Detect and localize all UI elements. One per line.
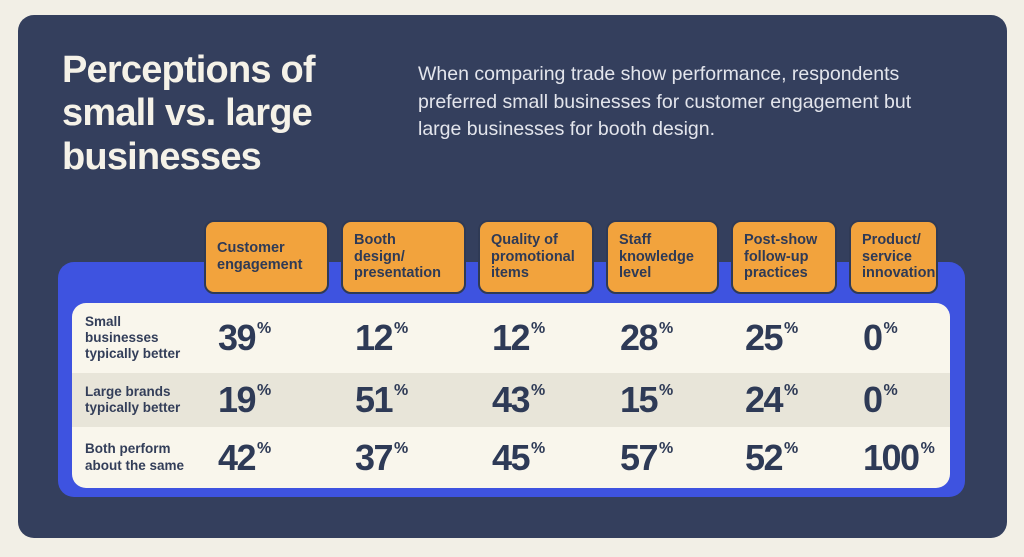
value-number: 28: [620, 317, 659, 358]
percent-sign: %: [531, 382, 546, 399]
table-cell: 42%: [204, 437, 341, 479]
percent-sign: %: [531, 439, 546, 457]
percent-sign: %: [257, 320, 272, 337]
table-cell: 15%: [606, 379, 731, 421]
infographic-card: Perceptions of small vs. large businesse…: [18, 15, 1007, 538]
percent-sign: %: [394, 382, 409, 399]
table-cell: 37%: [341, 437, 478, 479]
description-text: When comparing trade show performance, r…: [418, 63, 912, 141]
percent-sign: %: [659, 320, 674, 337]
value-number: 39: [218, 317, 257, 358]
value-number: 0: [863, 317, 883, 358]
column-header-post-show: Post-show follow-up practices: [731, 220, 837, 294]
column-header-promo-quality: Quality of promotional items: [478, 220, 594, 294]
percent-sign: %: [784, 439, 799, 457]
value-number: 42: [218, 436, 257, 478]
row-label: Large brands typically better: [85, 383, 181, 415]
percent-sign: %: [784, 320, 799, 337]
value-number: 12: [492, 317, 531, 358]
value-number: 24: [745, 379, 784, 420]
percent-sign: %: [659, 382, 674, 399]
percent-sign: %: [883, 320, 898, 337]
data-table: Small businesses typically better 39% 12…: [72, 303, 950, 488]
row-label: Both perform about the same: [85, 441, 185, 473]
header-spacer: [72, 220, 204, 294]
column-header-customer-engagement: Customer engagement: [204, 220, 329, 294]
table-row-small-businesses: Small businesses typically better 39% 12…: [72, 303, 950, 373]
table-cell: 0%: [849, 379, 950, 421]
value-number: 0: [863, 379, 883, 420]
column-headers-row: Customer engagement Booth design/ presen…: [72, 220, 950, 294]
column-header-product-innovation: Product/ service innovation: [849, 220, 938, 294]
percent-sign: %: [257, 382, 272, 399]
table-cell: 51%: [341, 379, 478, 421]
column-header-staff-knowledge: Staff knowledge level: [606, 220, 719, 294]
value-number: 45: [492, 436, 531, 478]
value-number: 51: [355, 379, 394, 420]
row-label: Small businesses typically better: [85, 313, 181, 362]
percent-sign: %: [394, 320, 409, 337]
table-cell: 43%: [478, 379, 606, 421]
value-number: 57: [620, 436, 659, 478]
percent-sign: %: [659, 439, 674, 457]
table-cell: 52%: [731, 437, 849, 479]
percent-sign: %: [531, 320, 546, 337]
value-number: 100: [863, 436, 920, 478]
table-row-both-same: Both perform about the same 42% 37% 45% …: [72, 427, 950, 488]
percent-sign: %: [394, 439, 409, 457]
value-number: 43: [492, 379, 531, 420]
column-header-booth-design: Booth design/ presentation: [341, 220, 466, 294]
table-cell: 12%: [478, 317, 606, 359]
value-number: 37: [355, 436, 394, 478]
table-cell: 25%: [731, 317, 849, 359]
table-cell: 19%: [204, 379, 341, 421]
value-number: 19: [218, 379, 257, 420]
table-cell: 45%: [478, 437, 606, 479]
value-number: 52: [745, 436, 784, 478]
table-cell: 28%: [606, 317, 731, 359]
table-cell: 57%: [606, 437, 731, 479]
value-number: 15: [620, 379, 659, 420]
percent-sign: %: [257, 439, 272, 457]
table-cell: 12%: [341, 317, 478, 359]
value-number: 12: [355, 317, 394, 358]
percent-sign: %: [920, 439, 935, 457]
percent-sign: %: [883, 382, 898, 399]
table-cell: 0%: [849, 317, 950, 359]
page-title: Perceptions of small vs. large businesse…: [62, 49, 316, 178]
table-cell: 39%: [204, 317, 341, 359]
percent-sign: %: [784, 382, 799, 399]
table-cell: 100%: [849, 437, 950, 479]
value-number: 25: [745, 317, 784, 358]
table-cell: 24%: [731, 379, 849, 421]
table-row-large-brands: Large brands typically better 19% 51% 43…: [72, 373, 950, 427]
